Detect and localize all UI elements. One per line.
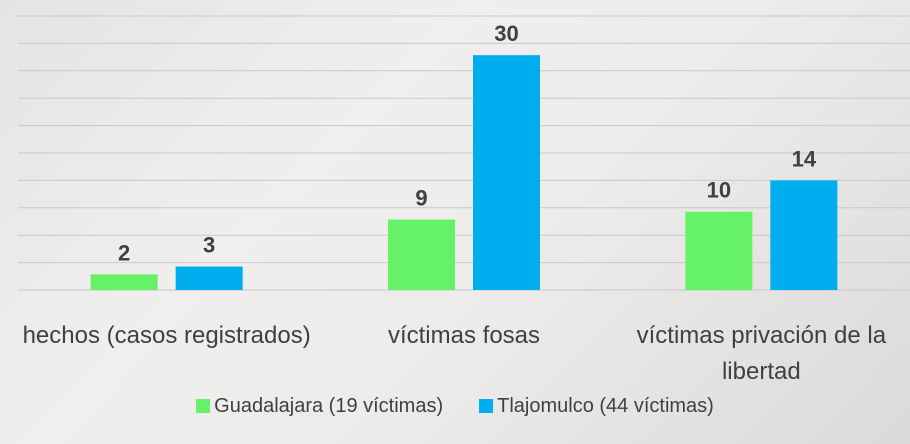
legend-item: Tlajomulco (44 víctimas) <box>479 395 714 418</box>
value-label: 2 <box>118 240 130 265</box>
bar <box>473 55 540 291</box>
value-label: 30 <box>494 21 518 46</box>
value-label: 10 <box>707 178 731 203</box>
legend-swatch <box>196 399 211 413</box>
x-tick-label: hechos (casos registrados) <box>22 322 311 349</box>
bar <box>770 180 838 290</box>
bar <box>685 211 753 290</box>
legend-label: Tlajomulco (44 víctimas) <box>497 395 714 417</box>
legend-item: Guadalajara (19 víctimas) <box>196 395 443 418</box>
value-label: 14 <box>792 146 817 171</box>
legend: Guadalajara (19 víctimas) Tlajomulco (44 … <box>0 395 910 418</box>
legend-swatch <box>479 399 494 413</box>
bar <box>388 219 455 290</box>
x-tick-label: víctimas privación de la libertad <box>636 322 887 385</box>
x-tick-label: víctimas fosas <box>387 322 541 349</box>
bar <box>90 274 158 290</box>
value-label: 3 <box>203 233 215 258</box>
value-label: 9 <box>415 186 427 211</box>
bar <box>175 266 243 290</box>
legend-label: Guadalajara (19 víctimas) <box>214 395 444 417</box>
